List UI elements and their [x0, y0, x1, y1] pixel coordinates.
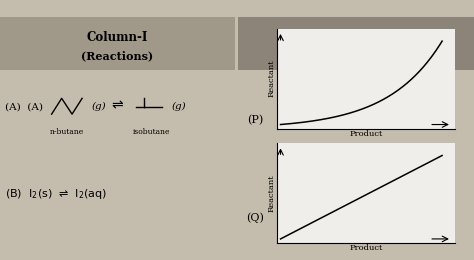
Y-axis label: Reactant: Reactant — [268, 174, 276, 212]
Text: n-butane: n-butane — [50, 127, 84, 135]
Text: ⇌: ⇌ — [111, 99, 123, 113]
Bar — [0, 17, 235, 70]
Text: (Reactions): (Reactions) — [81, 50, 154, 61]
Text: (A)  (A): (A) (A) — [5, 102, 43, 111]
Text: (P): (P) — [247, 115, 263, 125]
Text: isobutane: isobutane — [133, 127, 170, 135]
X-axis label: Product: Product — [349, 244, 383, 252]
Text: (g): (g) — [91, 102, 106, 111]
Text: (Equilibrium States): (Equilibrium States) — [292, 50, 420, 61]
Text: (B)  I$_2$(s)  ⇌  I$_2$(aq): (B) I$_2$(s) ⇌ I$_2$(aq) — [5, 187, 107, 201]
Bar — [238, 17, 474, 70]
Text: (Q): (Q) — [246, 212, 264, 223]
Text: Column-II: Column-II — [323, 30, 390, 43]
X-axis label: Product: Product — [349, 130, 383, 138]
Text: (g): (g) — [171, 102, 186, 111]
Text: Column-I: Column-I — [87, 31, 148, 44]
Y-axis label: Reactant: Reactant — [268, 60, 276, 98]
